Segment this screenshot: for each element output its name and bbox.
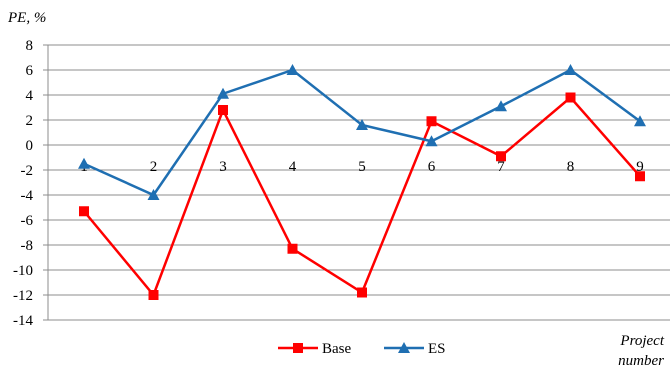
- data-point-base: [426, 116, 437, 127]
- legend-es-label: ES: [428, 341, 446, 357]
- series-layer: [78, 64, 646, 300]
- x-axis-ticks: 123456789: [80, 159, 644, 175]
- y-tick-label: -10: [13, 263, 33, 279]
- y-tick-label: 0: [26, 138, 34, 154]
- data-point-base: [287, 243, 298, 254]
- x-tick-label: 5: [358, 159, 366, 175]
- data-point-base: [357, 287, 367, 298]
- data-point-base: [496, 151, 506, 162]
- data-point-es: [495, 100, 507, 112]
- data-point-base: [79, 206, 89, 217]
- x-tick-label: 9: [636, 159, 644, 175]
- data-point-es: [286, 64, 299, 75]
- y-axis-title: PE, %: [7, 10, 46, 26]
- y-tick-label: -4: [21, 188, 34, 204]
- y-tick-label: 8: [26, 38, 34, 54]
- legend-item-es: ES: [384, 341, 446, 357]
- series-line-es: [83, 68, 641, 197]
- data-point-es: [564, 64, 577, 75]
- x-tick-label: 7: [497, 159, 505, 175]
- legend-base-marker: [293, 343, 303, 353]
- y-tick-label: -12: [13, 288, 33, 304]
- x-tick-label: 4: [289, 159, 297, 175]
- y-tick-label: -6: [21, 213, 34, 229]
- legend-item-base: Base: [278, 341, 352, 357]
- legend-base-label: Base: [322, 341, 352, 357]
- grid: [43, 44, 670, 321]
- data-point-base: [148, 290, 159, 300]
- data-point-base: [635, 171, 645, 182]
- x-tick-label: 3: [219, 159, 227, 175]
- series-es: [78, 64, 646, 200]
- data-point-base: [565, 92, 576, 103]
- x-tick-label: 8: [567, 159, 575, 175]
- data-point-base: [218, 105, 228, 115]
- x-axis-title-line-2: number: [618, 353, 664, 369]
- legend: Base ES: [278, 341, 446, 357]
- y-tick-label: 4: [26, 88, 34, 104]
- data-point-es: [147, 189, 160, 200]
- y-tick-label: -8: [21, 238, 34, 254]
- y-tick-label: 2: [26, 113, 34, 129]
- y-axis-ticks: 8 6 4 2 0 -2 -4 -6 -8 -10 -12 -14: [13, 38, 34, 329]
- legend-es-marker: [398, 342, 410, 353]
- y-tick-label: -14: [13, 313, 33, 329]
- data-point-es: [634, 115, 646, 127]
- x-tick-label: 6: [428, 159, 436, 175]
- y-tick-label: 6: [26, 63, 34, 79]
- data-point-es: [217, 87, 229, 99]
- y-tick-label: -2: [21, 163, 34, 179]
- x-axis-title-line-1: Project: [619, 333, 664, 349]
- series-base: [79, 92, 645, 300]
- data-point-es: [356, 119, 368, 130]
- data-point-es: [78, 157, 90, 169]
- x-tick-label: 2: [150, 159, 158, 175]
- data-point-es: [425, 135, 438, 147]
